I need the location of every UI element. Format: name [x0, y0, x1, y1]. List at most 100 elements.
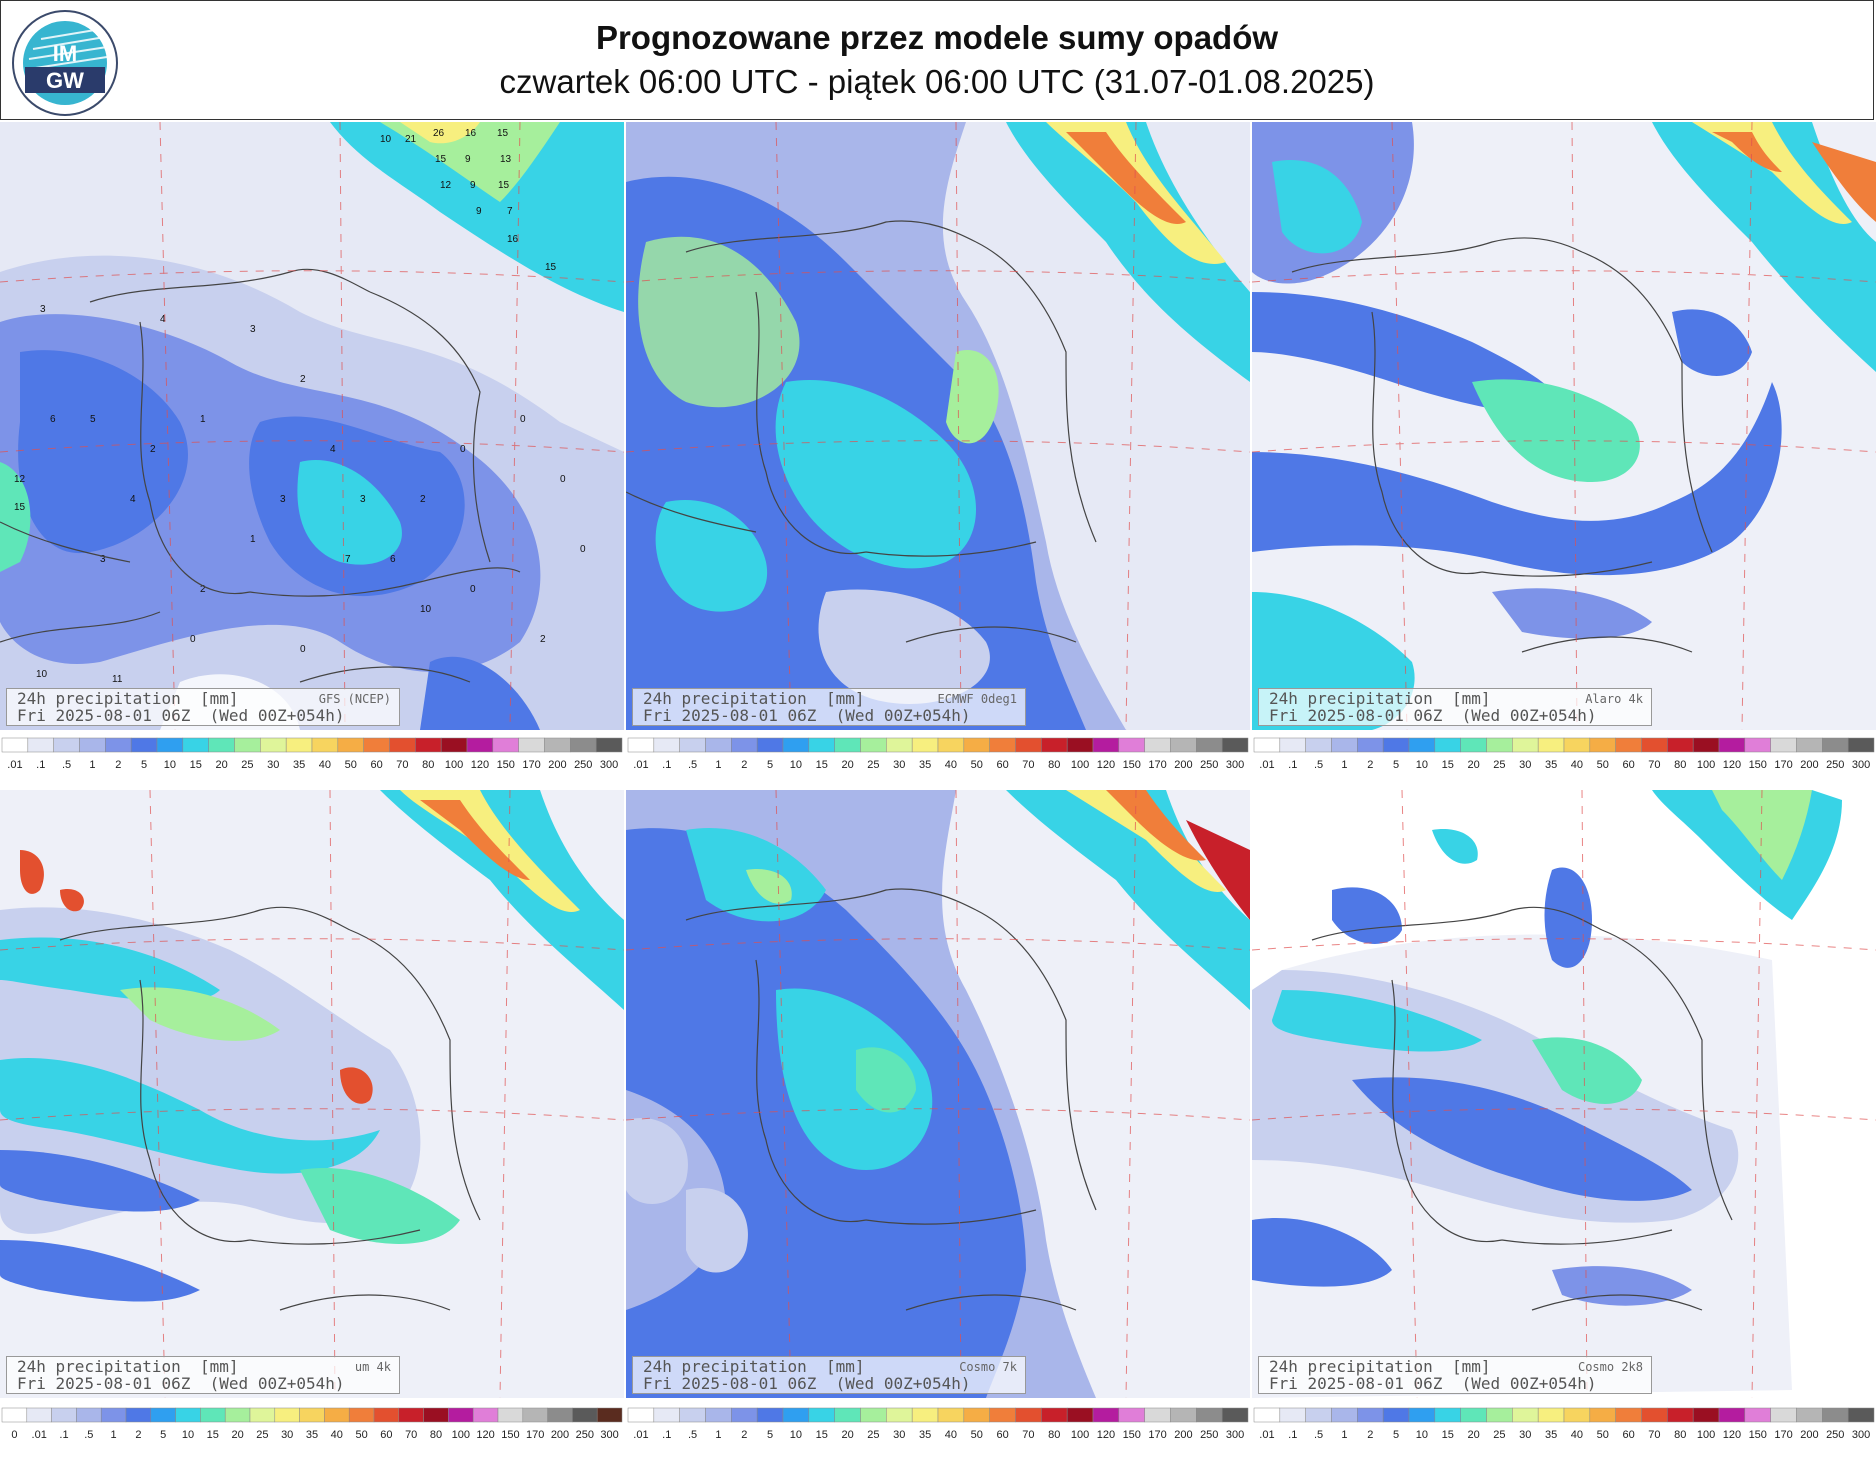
legend-tick-label: 40 — [331, 1429, 343, 1441]
station-value: 3 — [360, 494, 366, 505]
legend-tick-label: 100 — [1697, 759, 1715, 771]
legend-tick-label: 20 — [841, 1429, 853, 1441]
legend-color-box — [1434, 1407, 1461, 1423]
precip-map-um — [0, 790, 624, 1398]
legend-tick-label: 170 — [1148, 759, 1166, 771]
legend-tick-label: 60 — [1622, 759, 1634, 771]
panel-label: 24h precipitation [mm] — [643, 1357, 865, 1376]
legend-color-box — [1092, 1407, 1120, 1423]
legend-tick-label: 150 — [501, 1429, 519, 1441]
legend-color-box — [274, 1407, 300, 1423]
legend-color-box — [324, 1407, 350, 1423]
legend-tick-label: 150 — [1123, 1429, 1141, 1441]
legend-tick-label: 100 — [452, 1429, 470, 1441]
legend-tick-label: .01 — [633, 759, 648, 771]
legend-color-box — [182, 737, 209, 753]
legend-color-box — [731, 737, 758, 753]
legend-color-box — [234, 737, 261, 753]
legend-tick-label: 1 — [111, 1429, 117, 1441]
legend-tick-label: 170 — [526, 1429, 544, 1441]
color-scale: .01.1.5 1 2 5 10 15 20 25 30 35 40 50 60 70 80 100 120 15… — [627, 1407, 1249, 1441]
station-value: 10 — [420, 604, 432, 615]
legend-color-box — [911, 737, 939, 753]
model-name: Cosmo 2k8 — [1577, 1360, 1643, 1374]
legend-tick-label: 80 — [1048, 759, 1060, 771]
legend-tick-label: 25 — [256, 1429, 268, 1441]
legend-color-box — [572, 1407, 598, 1423]
legend-tick-label: 1 — [1341, 759, 1347, 771]
station-value: 16 — [465, 128, 477, 139]
legend-color-box — [1382, 1407, 1410, 1423]
legend-color-box — [1537, 1407, 1565, 1423]
legend-tick-label: 0 — [11, 1429, 17, 1441]
legend-color-box — [782, 737, 810, 753]
legend-color-box — [911, 1407, 939, 1423]
legend-tick-label: 120 — [471, 759, 489, 771]
legend-tick-label: 30 — [893, 1429, 905, 1441]
legend-tick-label: 1 — [715, 1429, 721, 1441]
legend-tick-label: .01 — [1259, 759, 1274, 771]
legend-color-box — [497, 1407, 524, 1423]
legend-color-box — [731, 1407, 758, 1423]
station-value: 13 — [500, 154, 512, 165]
map-panel-gfs: 10 21 26 16 15 15 13 9 12 9 15 9 7 16 15 12 15 10 11 10 7 6 3 4… — [0, 122, 624, 730]
station-value: 1 — [250, 534, 256, 545]
legend-tick-label: .01 — [633, 1429, 648, 1441]
legend-tick-label: 30 — [267, 759, 279, 771]
legend-color-box — [627, 1407, 655, 1423]
legend-color-box — [1015, 737, 1042, 753]
station-value: 4 — [160, 314, 166, 325]
map-panel-cosmo7k: 24h precipitation [mm] Cosmo 7k Fri 2025… — [626, 790, 1250, 1398]
legend-tick-label: 250 — [576, 1429, 594, 1441]
legend-tick-label: 5 — [160, 1429, 166, 1441]
legend-alaro: .01.1.5 1 2 5 10 15 20 25 30 35 40 50 60 70 80 100 120 15… — [1252, 734, 1876, 772]
station-value: 5 — [90, 414, 96, 425]
station-value: 4 — [330, 444, 336, 455]
legend-tick-label: 2 — [1367, 759, 1373, 771]
station-value: 11 — [112, 674, 123, 685]
legend-tick-label: 120 — [1723, 759, 1741, 771]
legend-color-box — [989, 737, 1016, 753]
legend-tick-label: 50 — [345, 759, 357, 771]
legend-color-box — [1460, 737, 1487, 753]
legend-tick-label: 300 — [1226, 759, 1244, 771]
legend-tick-label: 70 — [1022, 1429, 1034, 1441]
legend-tick-label: 300 — [1852, 759, 1870, 771]
legend-tick-label: 80 — [422, 759, 434, 771]
legend-tick-label: 10 — [790, 1429, 802, 1441]
panel-label: 24h precipitation [mm] — [17, 1357, 239, 1376]
legend-color-box — [492, 737, 519, 753]
legend-color-box — [1196, 737, 1223, 753]
color-scale: .01.1.5 1 2 5 10 15 20 25 30 35 40 50 60 70 80 100 120 15… — [1, 737, 623, 771]
legend-color-box — [389, 737, 416, 753]
legend-tick-label: 20 — [1467, 759, 1479, 771]
legend-color-box — [989, 1407, 1016, 1423]
color-scale: .01.1.5 1 2 5 10 15 20 25 30 35 40 50 60 70 80 100 120 15… — [1253, 737, 1875, 771]
legend-tick-label: 35 — [919, 759, 931, 771]
legend-tick-label: 5 — [767, 1429, 773, 1441]
legend-tick-label: 50 — [1597, 759, 1609, 771]
legend-color-box — [808, 737, 835, 753]
legend-color-box — [1170, 737, 1197, 753]
legend-tick-label: 25 — [867, 759, 879, 771]
logo-text-top: IM — [53, 41, 77, 66]
legend-color-box — [653, 737, 680, 753]
station-value: 2 — [200, 584, 206, 595]
legend-tick-label: 2 — [741, 759, 747, 771]
legend-tick-label: 50 — [971, 1429, 983, 1441]
panel-label: 24h precipitation [mm] — [1269, 1357, 1491, 1376]
legend-color-box — [756, 737, 784, 753]
legend-color-box — [1279, 737, 1306, 753]
legend-color-box — [1066, 737, 1094, 753]
legend-color-box — [156, 737, 184, 753]
legend-color-box — [1066, 1407, 1094, 1423]
legend-color-box — [1615, 737, 1642, 753]
legend-color-box — [1408, 737, 1436, 753]
legend-tick-label: .5 — [1314, 759, 1323, 771]
legend-tick-label: 60 — [996, 1429, 1008, 1441]
legend-color-box — [963, 1407, 990, 1423]
legend-color-box — [200, 1407, 226, 1423]
legend-tick-label: 1 — [89, 759, 95, 771]
map-panel-um: 24h precipitation [mm] um 4k Fri 2025-08… — [0, 790, 624, 1398]
legend-tick-label: 50 — [1597, 1429, 1609, 1441]
